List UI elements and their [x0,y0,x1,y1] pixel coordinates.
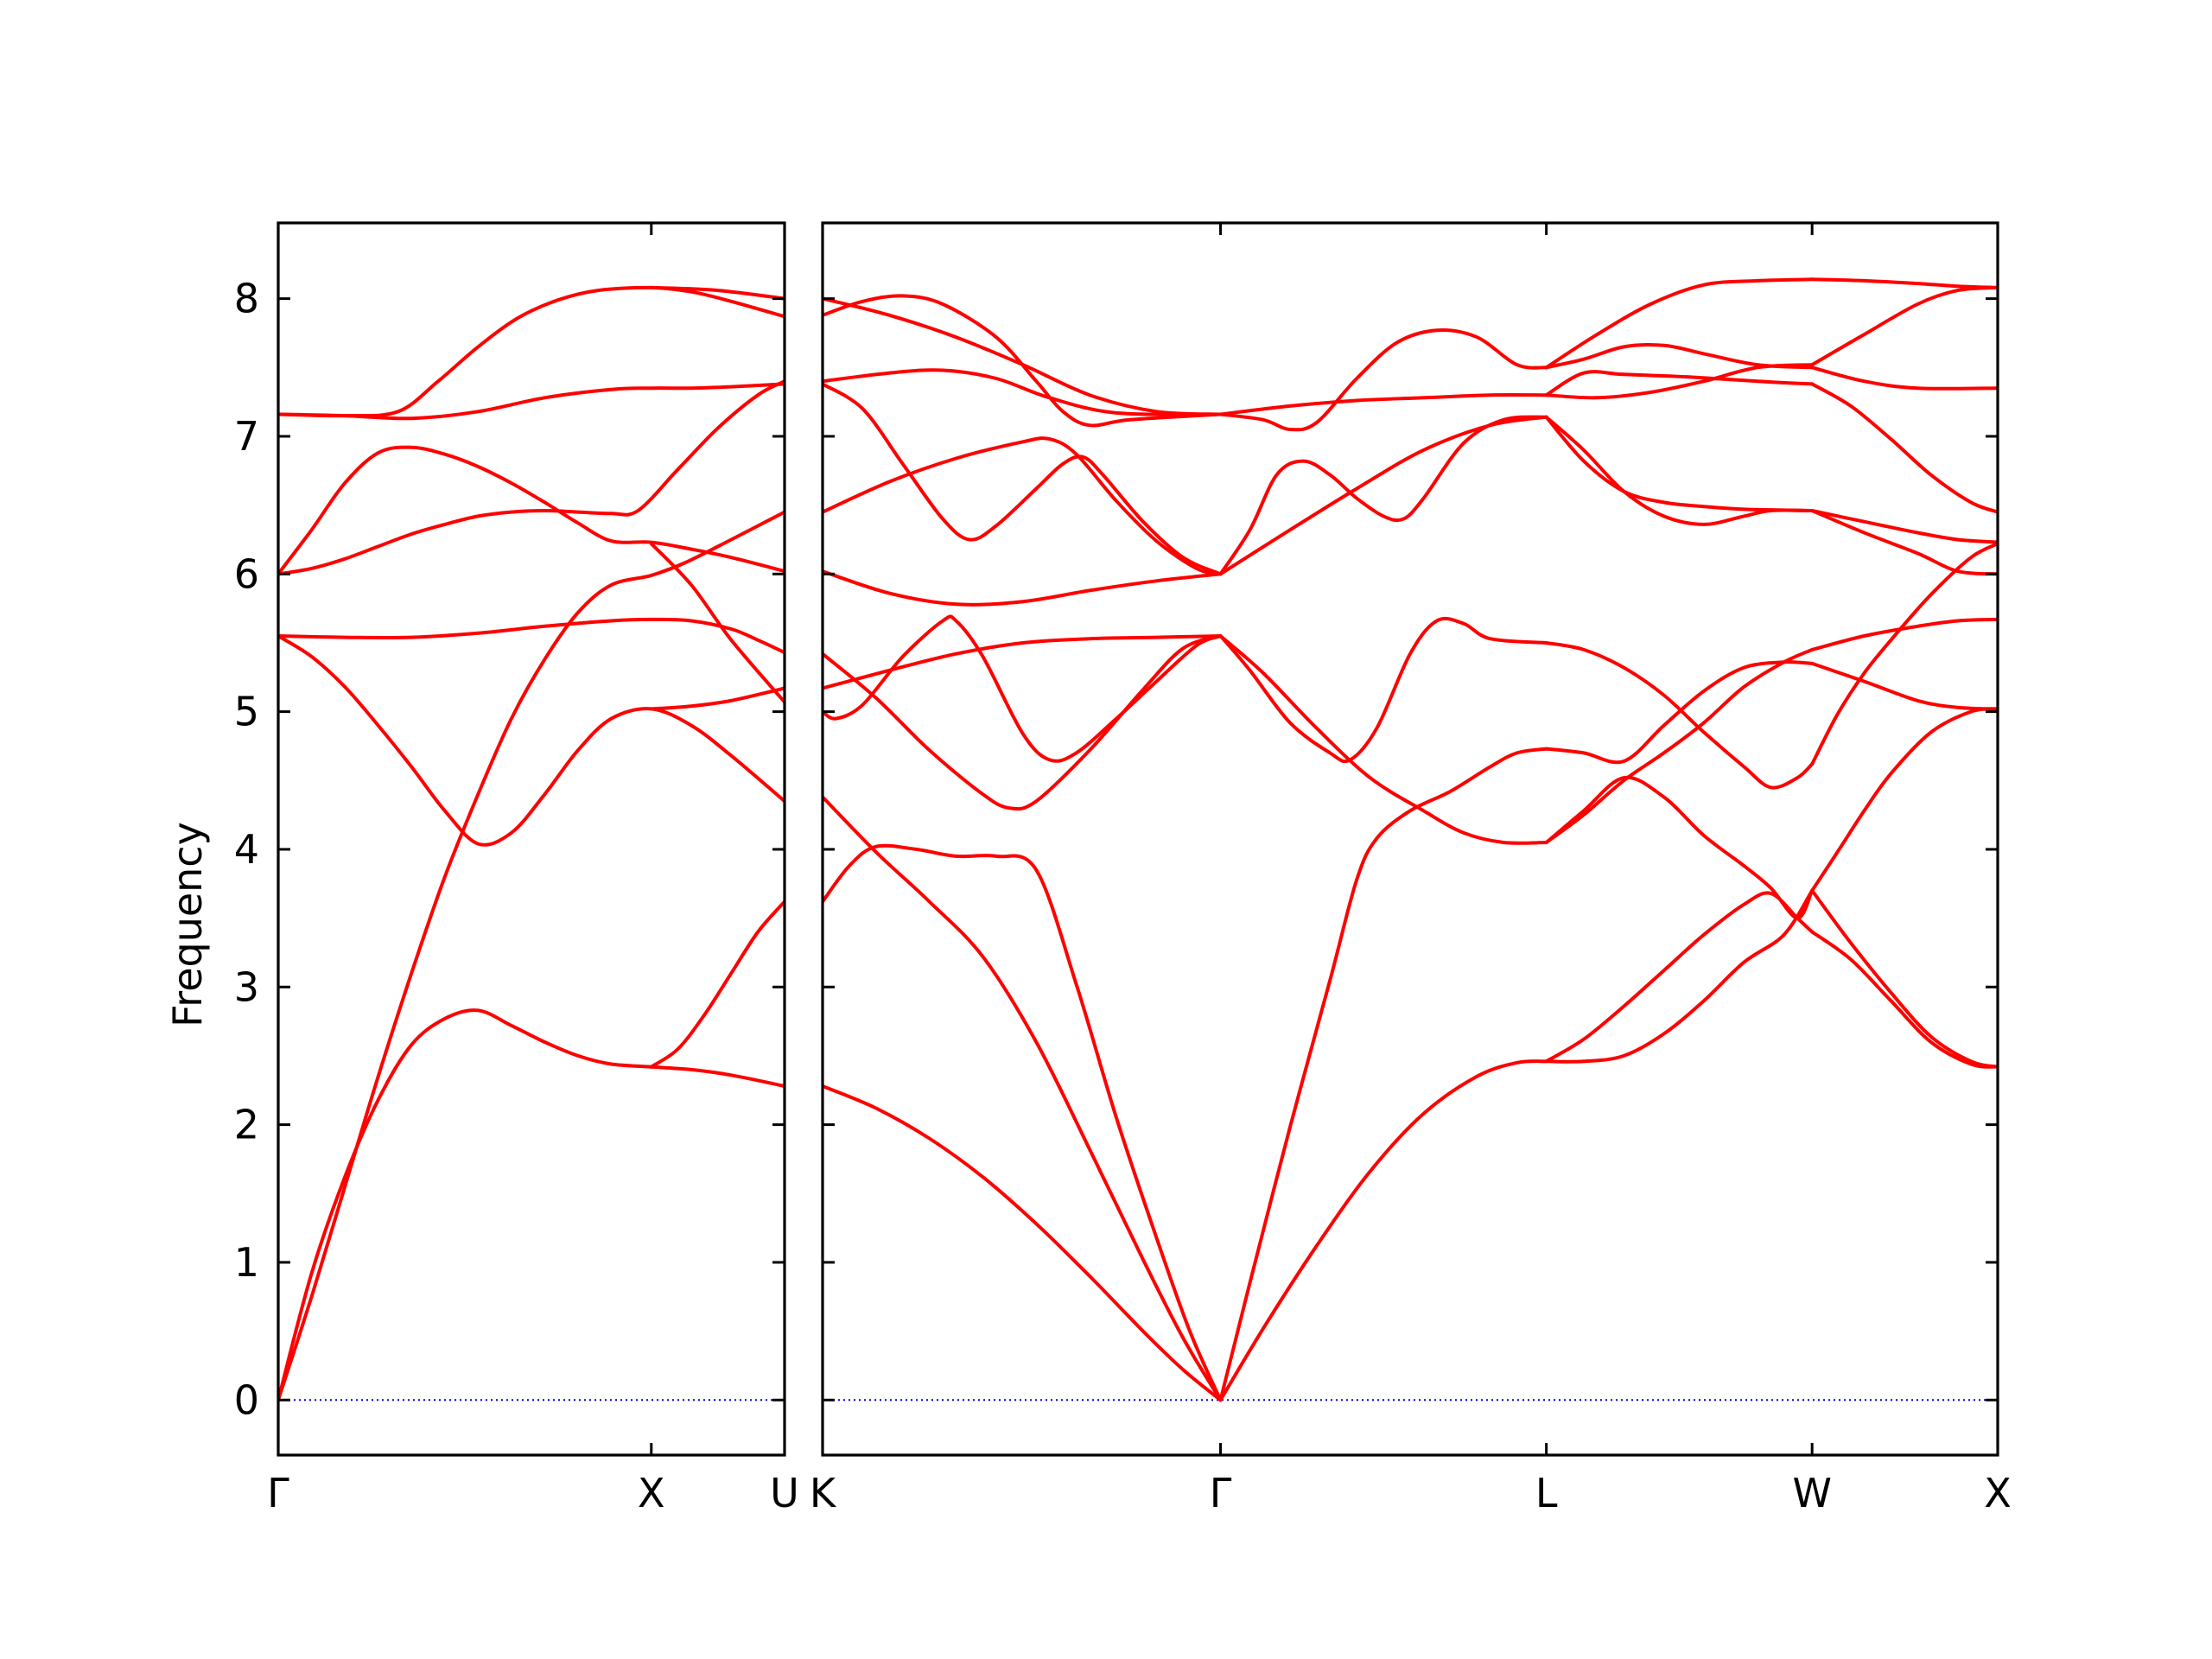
band-line [823,634,1223,811]
band-line [1810,509,1998,576]
band-line [278,617,785,655]
band-line [1810,509,1998,544]
x-tick-label: W [1792,1470,1831,1516]
y-tick-label: 1 [234,1239,259,1286]
band-line [823,795,1223,1402]
band-line [1544,415,1815,512]
bands-left [278,285,785,1402]
band-line [278,379,785,576]
band-line [649,686,785,711]
bands-right [823,277,1998,1402]
band-line [1218,1059,1548,1402]
band-line [1810,617,1998,652]
band-line [1218,328,1548,432]
band-line [823,294,1223,428]
band-line [649,285,785,301]
band-line [1544,660,1815,765]
band-line [1218,415,1548,576]
band-line [1544,277,1815,370]
band-line [1544,888,1815,1064]
band-line [1810,661,1998,711]
band-line [278,1008,785,1402]
chart-panels: 0 1 2 3 4 5 6 7 8 Γ X U K Γ L W X [234,221,2012,1516]
y-tick-label: 7 [234,413,259,460]
band-line [1810,277,1998,289]
y-axis-label-group: Frequency [164,822,211,1027]
band-line [1544,641,1815,790]
band-line [1810,382,1998,514]
band-line [823,296,1223,416]
y-tick-label: 5 [234,689,259,735]
band-line [1544,343,1815,370]
band-line [1544,363,1815,400]
band-line [823,1084,1223,1402]
band-line [823,368,1223,416]
x-tick-label: X [1984,1470,2012,1516]
x-tick-label: U [770,1470,799,1516]
band-line [1218,634,1548,845]
band-line [649,899,785,1069]
band-line [823,382,1223,576]
band-line [1810,707,1998,893]
band-line [278,510,785,1402]
y-axis-label: Frequency [164,822,211,1027]
band-line [1810,285,1998,367]
x-tick-label: L [1535,1470,1558,1516]
panel-left: 0 1 2 3 4 5 6 7 8 Γ X U [234,221,799,1516]
band-line [1218,747,1548,1402]
x-tick-label: Γ [267,1470,289,1516]
x-tick-label: K [810,1470,837,1516]
band-line [1810,930,1998,1069]
band-line [1218,392,1548,416]
band-line [823,843,1223,1402]
band-line [823,614,1223,763]
panel-frame-right [821,221,1999,1457]
y-tick-label: 8 [234,276,259,322]
band-line [823,634,1223,690]
x-tick-label: Γ [1210,1470,1232,1516]
band-line [649,542,785,704]
band-line [1810,365,1998,391]
y-tick-label: 0 [234,1376,259,1423]
y-tick-label: 2 [234,1102,259,1148]
band-line [278,634,785,847]
band-line [1810,542,1998,766]
band-line [1218,415,1548,576]
band-line [823,436,1223,576]
band-line [1544,370,1815,397]
band-line [1810,888,1998,1069]
band-line [278,445,785,576]
band-line [278,382,785,421]
band-line [1544,647,1815,844]
x-tick-label: X [638,1470,665,1516]
panel-frame-left [276,221,786,1457]
y-tick-label: 6 [234,550,259,597]
band-line [1544,775,1815,920]
band-line [1218,616,1548,764]
band-line [278,285,785,418]
band-line [823,569,1223,607]
y-tick-label: 4 [234,826,259,873]
band-line [1544,891,1815,1064]
y-tick-label: 3 [234,963,259,1010]
